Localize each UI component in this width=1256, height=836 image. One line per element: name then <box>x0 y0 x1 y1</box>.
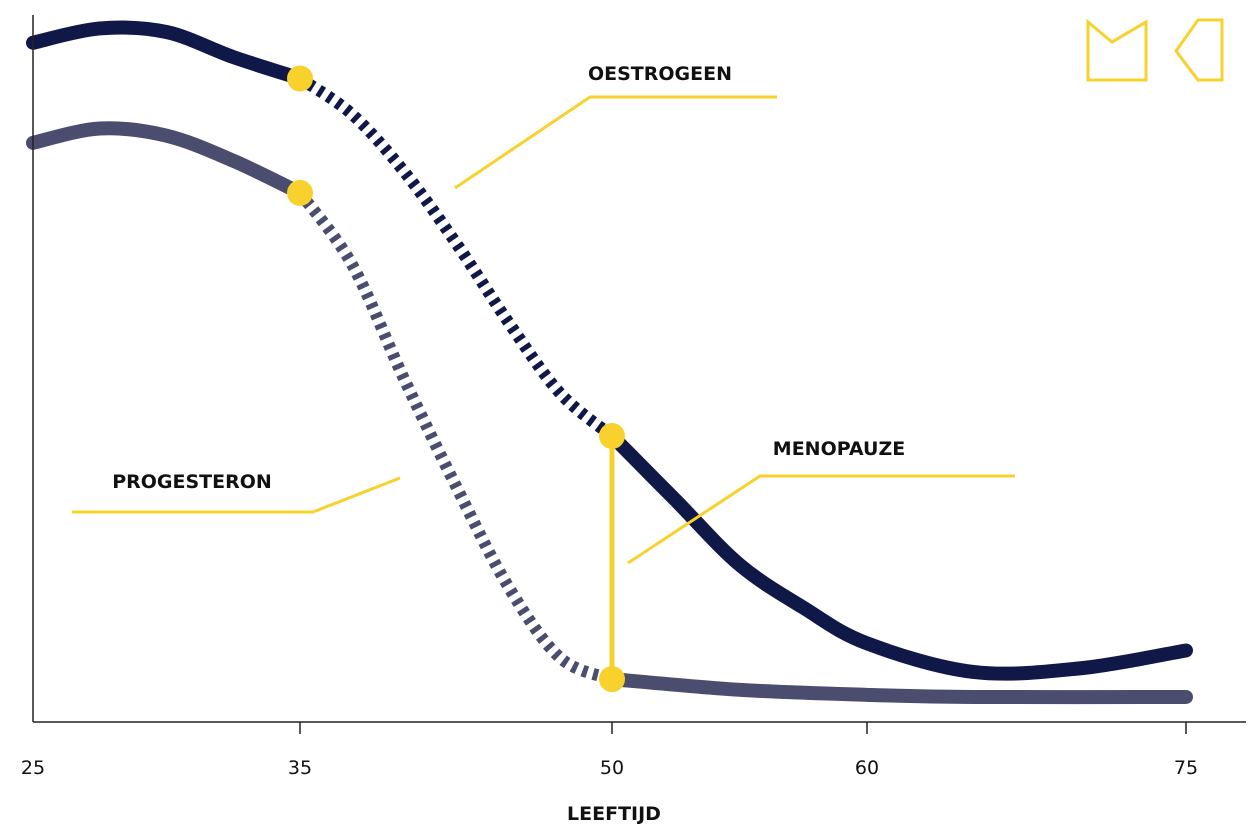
progesteron-line-dashed <box>295 189 615 685</box>
menopauze-annotation: MENOPAUZE <box>773 438 905 460</box>
oestrogeen-line-solid-start <box>26 20 307 86</box>
progesteron-marker-35 <box>287 179 313 206</box>
oestrogeen-marker-50 <box>599 423 625 449</box>
curves-layer <box>26 20 1193 705</box>
logo-icon <box>1086 18 1224 82</box>
x-axis-label: LEEFTIJD <box>567 803 661 825</box>
oestrogeen-line-solid-end <box>605 429 1193 681</box>
oestrogeen-leader <box>454 95 777 190</box>
progesteron-line-solid-start <box>26 121 307 200</box>
x-tick-label: 60 <box>855 757 879 779</box>
progesteron-marker-50 <box>599 666 625 693</box>
menopauze-leader <box>627 474 1015 565</box>
x-tick-label: 50 <box>600 757 624 779</box>
oestrogeen-annotation: OESTROGEEN <box>588 63 732 85</box>
progesteron-annotation: PROGESTERON <box>112 471 272 493</box>
oestrogeen-line-dashed <box>296 73 616 441</box>
x-tick-label: 75 <box>1174 757 1198 779</box>
x-tick-label: 35 <box>288 757 312 779</box>
annotation-leaders <box>72 95 1015 680</box>
markers-layer <box>287 65 625 693</box>
progesteron-leader <box>72 476 401 514</box>
progesteron-line-solid-end <box>605 672 1193 705</box>
x-tick-label: 25 <box>21 757 45 779</box>
oestrogeen-marker-35 <box>287 65 313 92</box>
